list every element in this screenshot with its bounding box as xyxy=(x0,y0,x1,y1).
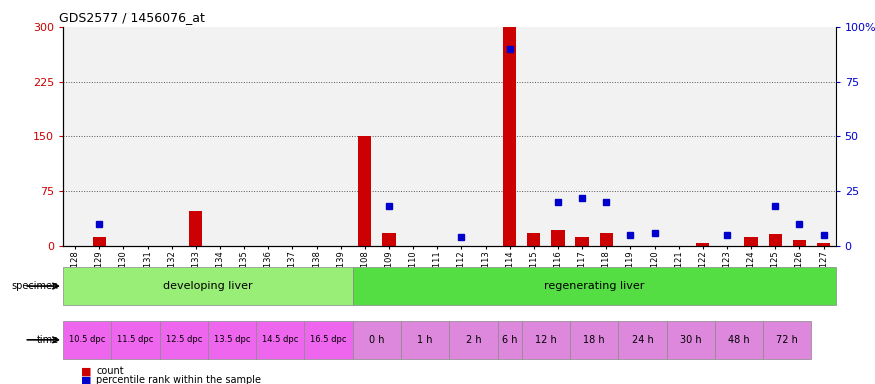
Bar xyxy=(667,321,715,359)
Bar xyxy=(256,321,304,359)
Bar xyxy=(763,321,811,359)
Bar xyxy=(208,321,256,359)
Bar xyxy=(570,27,594,246)
Bar xyxy=(619,27,642,246)
Bar xyxy=(811,27,836,246)
Bar xyxy=(570,321,619,359)
Bar xyxy=(522,321,570,359)
Bar xyxy=(793,240,806,246)
Bar xyxy=(599,233,612,246)
Bar xyxy=(189,211,202,246)
Bar xyxy=(763,27,788,246)
Bar xyxy=(401,321,450,359)
Bar xyxy=(594,27,619,246)
Text: 12 h: 12 h xyxy=(535,335,556,345)
Text: 14.5 dpc: 14.5 dpc xyxy=(262,335,298,344)
Text: 6 h: 6 h xyxy=(502,335,517,345)
Text: ■: ■ xyxy=(80,366,91,376)
Text: GDS2577 / 1456076_at: GDS2577 / 1456076_at xyxy=(60,11,205,24)
Bar xyxy=(425,27,450,246)
Bar xyxy=(93,237,106,246)
Bar xyxy=(619,321,667,359)
Bar xyxy=(522,27,546,246)
Text: 0 h: 0 h xyxy=(369,335,385,345)
Bar xyxy=(280,27,304,246)
Bar xyxy=(232,27,256,246)
Bar xyxy=(768,234,782,246)
Bar xyxy=(304,321,353,359)
Bar xyxy=(63,27,88,246)
Bar xyxy=(450,27,473,246)
Bar xyxy=(208,27,232,246)
Text: 10.5 dpc: 10.5 dpc xyxy=(69,335,105,344)
Bar xyxy=(473,27,498,246)
Text: 30 h: 30 h xyxy=(680,335,702,345)
Bar xyxy=(353,27,377,246)
Bar xyxy=(353,267,836,305)
Text: specimen: specimen xyxy=(12,281,60,291)
Bar xyxy=(667,27,690,246)
Bar xyxy=(642,27,667,246)
Bar xyxy=(696,243,710,246)
Bar xyxy=(817,243,830,246)
Text: 16.5 dpc: 16.5 dpc xyxy=(311,335,346,344)
Bar xyxy=(63,321,111,359)
Bar xyxy=(382,233,396,246)
Bar xyxy=(111,27,136,246)
Text: developing liver: developing liver xyxy=(163,281,253,291)
Text: 18 h: 18 h xyxy=(584,335,605,345)
Text: regenerating liver: regenerating liver xyxy=(544,281,644,291)
Text: 24 h: 24 h xyxy=(632,335,654,345)
Bar xyxy=(498,27,522,246)
Text: 12.5 dpc: 12.5 dpc xyxy=(165,335,202,344)
Bar xyxy=(546,27,570,246)
Bar xyxy=(136,27,159,246)
Text: time: time xyxy=(37,335,60,345)
Bar xyxy=(184,27,208,246)
Text: 72 h: 72 h xyxy=(776,335,798,345)
Bar xyxy=(358,136,372,246)
Bar xyxy=(551,230,564,246)
Bar xyxy=(715,27,739,246)
Bar xyxy=(498,321,522,359)
Text: ■: ■ xyxy=(80,375,91,384)
Bar xyxy=(159,321,208,359)
Text: 11.5 dpc: 11.5 dpc xyxy=(117,335,154,344)
Text: 1 h: 1 h xyxy=(417,335,433,345)
Text: percentile rank within the sample: percentile rank within the sample xyxy=(96,375,262,384)
Bar xyxy=(377,27,401,246)
Bar xyxy=(715,321,763,359)
Bar xyxy=(353,321,401,359)
Bar xyxy=(527,233,541,246)
Bar xyxy=(576,237,589,246)
Bar xyxy=(329,27,353,246)
Bar xyxy=(256,27,280,246)
Text: count: count xyxy=(96,366,124,376)
Bar xyxy=(63,267,353,305)
Bar xyxy=(503,27,516,246)
Text: 13.5 dpc: 13.5 dpc xyxy=(214,335,250,344)
Bar xyxy=(788,27,811,246)
Bar xyxy=(690,27,715,246)
Bar xyxy=(739,27,763,246)
Bar xyxy=(450,321,498,359)
Bar xyxy=(111,321,159,359)
Bar xyxy=(745,237,758,246)
Bar xyxy=(401,27,425,246)
Bar xyxy=(88,27,111,246)
Text: 2 h: 2 h xyxy=(466,335,481,345)
Bar xyxy=(304,27,329,246)
Text: 48 h: 48 h xyxy=(728,335,750,345)
Bar xyxy=(159,27,184,246)
